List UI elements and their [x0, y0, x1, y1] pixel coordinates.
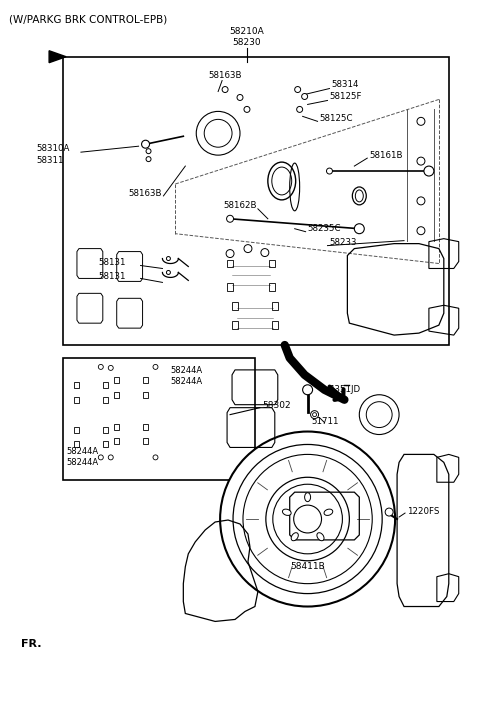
- Bar: [63, 358, 255, 480]
- Text: 58244A: 58244A: [170, 378, 203, 387]
- Circle shape: [424, 166, 434, 176]
- Ellipse shape: [305, 493, 311, 502]
- Text: 58131: 58131: [99, 258, 126, 267]
- Circle shape: [146, 157, 151, 162]
- Circle shape: [294, 505, 322, 533]
- Bar: [74, 382, 79, 388]
- Bar: [114, 392, 119, 398]
- Bar: [143, 424, 147, 430]
- Text: FR.: FR.: [21, 639, 42, 650]
- Circle shape: [301, 93, 308, 99]
- Text: 1351JD: 1351JD: [329, 385, 360, 394]
- Text: 58163B: 58163B: [129, 189, 162, 198]
- Bar: [114, 439, 119, 444]
- Bar: [143, 377, 147, 383]
- Ellipse shape: [317, 533, 324, 541]
- Text: 58131: 58131: [99, 272, 126, 281]
- Bar: [232, 321, 238, 329]
- Bar: [272, 302, 278, 310]
- Bar: [227, 283, 233, 291]
- Circle shape: [302, 385, 312, 395]
- Circle shape: [142, 140, 150, 148]
- Text: 58244A: 58244A: [66, 447, 98, 456]
- Bar: [74, 396, 79, 403]
- Text: 58230: 58230: [233, 38, 261, 47]
- Text: 1220FS: 1220FS: [407, 507, 439, 515]
- Ellipse shape: [282, 509, 291, 515]
- Text: 58162B: 58162B: [223, 201, 257, 210]
- Text: 58310A: 58310A: [36, 143, 70, 153]
- Bar: [272, 321, 278, 329]
- Bar: [114, 424, 119, 430]
- Circle shape: [326, 168, 333, 174]
- Bar: [63, 57, 449, 345]
- Circle shape: [204, 120, 232, 147]
- Polygon shape: [49, 51, 66, 63]
- Text: 58233: 58233: [329, 238, 357, 247]
- Circle shape: [266, 477, 349, 561]
- Circle shape: [227, 215, 234, 222]
- Circle shape: [196, 111, 240, 155]
- Bar: [103, 382, 108, 388]
- Bar: [103, 396, 108, 403]
- Text: 58411B: 58411B: [290, 562, 325, 572]
- Text: 58311: 58311: [36, 155, 64, 165]
- Circle shape: [312, 413, 316, 417]
- Text: 58244A: 58244A: [170, 366, 203, 375]
- Bar: [114, 377, 119, 383]
- Circle shape: [311, 411, 319, 418]
- Bar: [143, 439, 147, 444]
- Ellipse shape: [291, 533, 298, 541]
- Text: 58210A: 58210A: [229, 27, 264, 37]
- Text: 58161B: 58161B: [369, 150, 403, 160]
- Circle shape: [244, 106, 250, 112]
- Bar: [74, 427, 79, 432]
- Text: 51711: 51711: [312, 417, 339, 426]
- Bar: [103, 441, 108, 447]
- Circle shape: [220, 432, 395, 607]
- Circle shape: [295, 86, 300, 93]
- Bar: [143, 392, 147, 398]
- Circle shape: [297, 106, 302, 112]
- Bar: [269, 259, 275, 267]
- Circle shape: [385, 508, 393, 516]
- Circle shape: [222, 86, 228, 93]
- Bar: [74, 441, 79, 447]
- Text: 58125F: 58125F: [329, 92, 362, 101]
- Text: (W/PARKG BRK CONTROL-EPB): (W/PARKG BRK CONTROL-EPB): [9, 15, 168, 25]
- Ellipse shape: [324, 509, 333, 515]
- Circle shape: [354, 224, 364, 233]
- Text: 58163B: 58163B: [208, 71, 242, 80]
- Circle shape: [146, 148, 151, 154]
- Text: 58244A: 58244A: [66, 458, 98, 467]
- Text: 58302: 58302: [262, 401, 290, 410]
- Bar: [227, 259, 233, 267]
- Circle shape: [237, 94, 243, 101]
- Text: 58314: 58314: [332, 80, 359, 89]
- Text: 58125C: 58125C: [320, 114, 353, 123]
- Text: 58235C: 58235C: [308, 224, 341, 233]
- Bar: [269, 283, 275, 291]
- Bar: [103, 427, 108, 432]
- Bar: [232, 302, 238, 310]
